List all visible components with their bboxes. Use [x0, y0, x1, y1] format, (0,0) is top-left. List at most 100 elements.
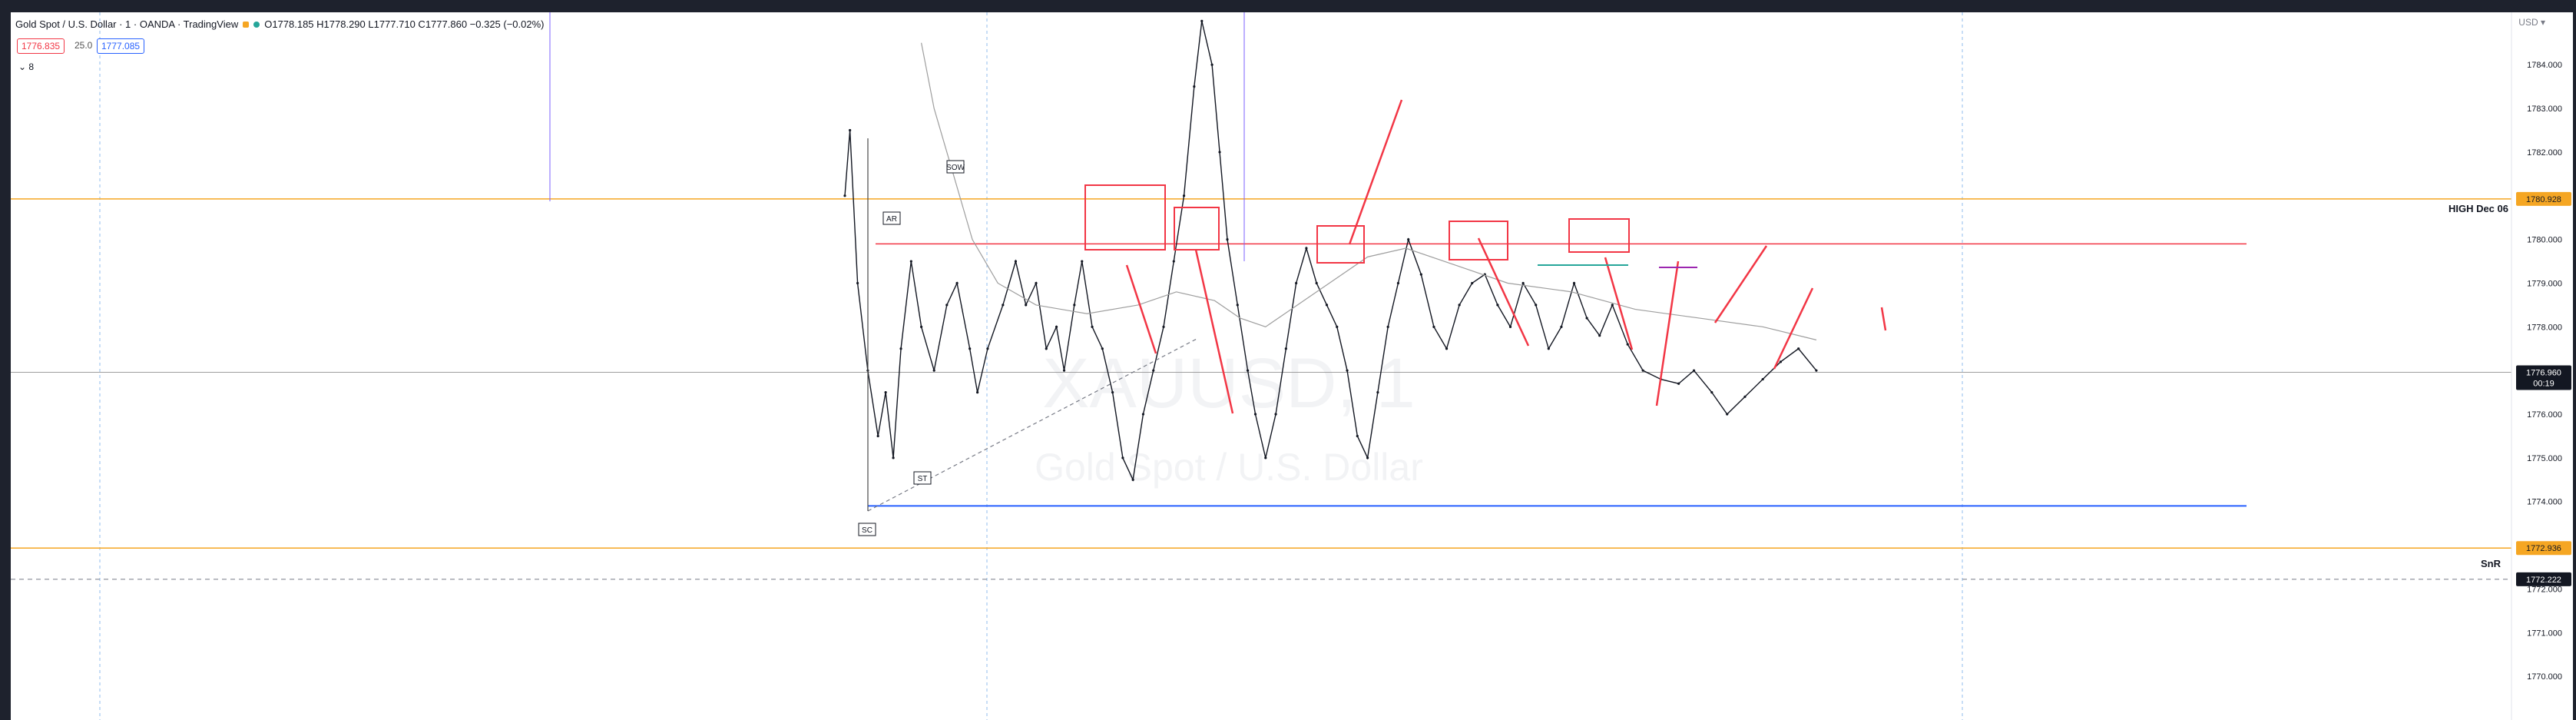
price-point [1710, 391, 1713, 394]
annotation-box[interactable] [1316, 225, 1365, 264]
price-point [1002, 304, 1005, 307]
indicators-toggle[interactable]: ⌄ 8 [18, 61, 35, 72]
price-point [1366, 456, 1369, 460]
ma-series-line [921, 42, 1817, 340]
price-point [1111, 391, 1114, 394]
annotation-arrow[interactable] [1348, 99, 1403, 245]
spread-value: 25.0 [71, 38, 97, 52]
price-point [1432, 325, 1435, 328]
price-tag [2516, 572, 2571, 586]
price-point [1218, 151, 1221, 154]
price-tag-label: 00:19 [2533, 379, 2554, 388]
price-point [976, 391, 979, 394]
event-tag-label: SC [862, 526, 872, 535]
price-tag-label: 1772.936 [2526, 544, 2561, 553]
price-point [1253, 413, 1257, 416]
price-tick-label: 1780.000 [2527, 236, 2562, 245]
price-point [1761, 377, 1764, 381]
annotation-box[interactable] [1568, 218, 1630, 253]
price-point [1419, 273, 1422, 276]
sell-button[interactable]: 1776.835 [17, 38, 65, 54]
event-tag-label: AR [886, 215, 897, 224]
price-point [945, 304, 949, 307]
price-point [1458, 304, 1461, 307]
price-tick-label: 1782.000 [2527, 148, 2562, 158]
price-point [1162, 325, 1165, 328]
price-tag [2516, 365, 2571, 390]
price-tick-label: 1779.000 [2527, 279, 2562, 288]
price-point [1779, 360, 1783, 363]
price-point [1797, 347, 1800, 350]
price-point [1226, 238, 1229, 241]
price-point [1315, 281, 1318, 285]
price-point [1131, 478, 1134, 481]
price-point [1521, 281, 1525, 285]
price-point [1062, 369, 1066, 372]
price-point [1611, 304, 1614, 307]
price-point [955, 281, 959, 285]
annotation-box[interactable] [1084, 184, 1166, 251]
watermark-symbol: XAUUSD, 1 [1042, 344, 1415, 423]
price-series-line [844, 21, 1817, 482]
annotation-arrow[interactable] [1773, 287, 1814, 370]
currency-select[interactable]: USD ▾ [2518, 17, 2545, 28]
event-tag-ar[interactable]: AR [882, 211, 901, 225]
price-point [1471, 281, 1474, 285]
annotation-arrow[interactable] [1477, 237, 1530, 347]
price-point [1336, 325, 1339, 328]
annotation-arrow[interactable] [1880, 307, 1887, 331]
price-point [1508, 325, 1512, 328]
price-point [1445, 347, 1449, 350]
price-point [1496, 304, 1499, 307]
price-point [1081, 260, 1084, 263]
symbol-title[interactable]: Gold Spot / U.S. Dollar · 1 · OANDA · Tr… [15, 18, 239, 30]
price-point [1572, 281, 1576, 285]
price-point [1182, 194, 1186, 197]
high-label: HIGH Dec 06 [2448, 203, 2508, 214]
price-point [1055, 325, 1058, 328]
right-edge [2573, 0, 2576, 720]
indicator-count: 8 [28, 61, 35, 72]
event-tag-box [882, 211, 901, 225]
price-point [1386, 325, 1389, 328]
price-tick-label: 1783.000 [2527, 105, 2562, 114]
snr-label: SnR [2481, 558, 2501, 569]
event-tag-box [858, 523, 876, 536]
price-tick-label: 1774.000 [2527, 498, 2562, 507]
event-tag-st[interactable]: ST [913, 471, 932, 485]
status-dot-icon [253, 21, 260, 28]
price-point [1626, 343, 1629, 346]
currency-label: USD [2518, 17, 2538, 28]
annotation-arrow[interactable] [1194, 249, 1234, 414]
price-point [968, 347, 972, 350]
price-point [1025, 304, 1028, 307]
event-tag-label: SOW [946, 164, 965, 172]
annotation-box[interactable] [1449, 221, 1508, 260]
annotation-arrow[interactable] [1713, 245, 1768, 324]
price-point [1246, 369, 1250, 372]
price-tick-label: 1784.000 [2527, 61, 2562, 70]
price-point [1091, 325, 1094, 328]
buy-button[interactable]: 1777.085 [97, 38, 145, 54]
annotation-arrow[interactable] [1125, 264, 1157, 354]
price-point [1535, 304, 1538, 307]
price-point [1815, 369, 1818, 372]
price-tick-label: 1775.000 [2527, 454, 2562, 463]
price-tag-label: 1772.222 [2526, 576, 2561, 585]
price-tag [2516, 541, 2571, 556]
annotation-arrow[interactable] [1604, 257, 1634, 350]
annotation-arrow[interactable] [1655, 260, 1680, 406]
event-tag-sow[interactable]: SOW [946, 160, 965, 174]
price-point [1726, 413, 1729, 416]
price-point [1200, 19, 1204, 22]
event-tag-box [946, 160, 965, 174]
price-point [1210, 63, 1214, 66]
event-tag-sc[interactable]: SC [858, 523, 876, 536]
price-tag-label: 1776.960 [2526, 368, 2561, 377]
price-point [1172, 260, 1175, 263]
flag-icon[interactable] [243, 21, 250, 28]
price-point [884, 391, 887, 394]
price-point [1547, 347, 1550, 350]
price-point [1101, 347, 1104, 350]
